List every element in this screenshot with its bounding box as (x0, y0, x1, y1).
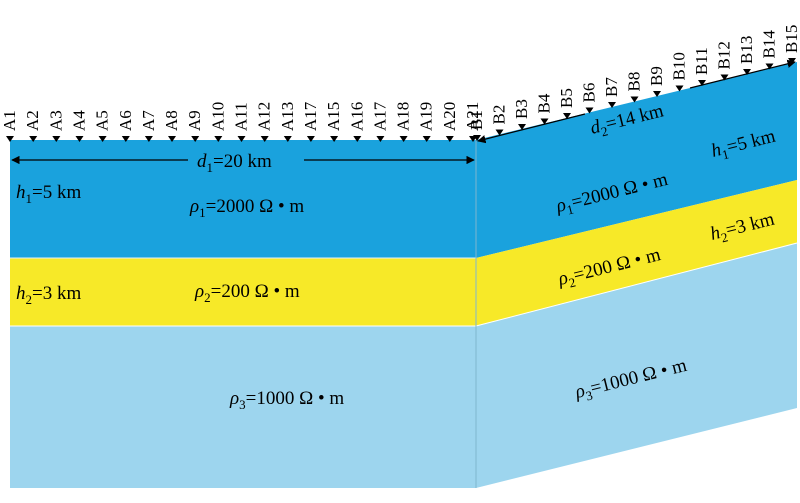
station-label-a-6: A6 (116, 110, 135, 131)
station-marker-a-11 (237, 136, 246, 142)
station-marker-a-20 (445, 136, 454, 142)
station-label-b-1: B1 (467, 110, 486, 130)
station-marker-b-10 (675, 85, 684, 92)
station-marker-a-14 (306, 136, 315, 142)
station-label-b-9: B9 (647, 66, 666, 86)
station-marker-a-7 (144, 136, 153, 142)
station-label-b-6: B6 (580, 83, 599, 103)
station-label-b-15: B15 (782, 25, 800, 53)
station-marker-a-16 (353, 136, 362, 142)
station-label-b-2: B2 (490, 105, 509, 125)
left-rho2-label: ρ2=200 Ω • m (194, 281, 300, 305)
station-label-a-20: A20 (440, 102, 459, 131)
station-marker-b-3 (518, 124, 526, 130)
station-marker-a-9 (191, 136, 200, 142)
station-label-b-10: B10 (670, 52, 689, 80)
left-rho1-label: ρ1=2000 Ω • m (189, 196, 304, 220)
station-label-a-5: A5 (93, 110, 112, 131)
station-label-a-1: A1 (0, 110, 19, 131)
right-layer-3 (476, 243, 797, 488)
station-marker-b-4 (540, 118, 549, 125)
station-marker-b-6 (585, 107, 594, 114)
station-marker-b-11 (698, 80, 706, 86)
right-block (475, 62, 798, 488)
stations-a-group: A1 A2 A3 A4 A5 A6 A7 A8 A9 A10 A11 A12 A13 A17 A15 A16 A… (0, 101, 482, 142)
right-layer-boundary-2 (475, 242, 798, 327)
station-marker-a-15 (330, 136, 339, 142)
station-label-a-8: A8 (162, 110, 181, 131)
station-label-b-3: B3 (512, 99, 531, 119)
station-label-b-13: B13 (737, 36, 756, 64)
station-marker-a-6 (121, 136, 130, 142)
station-label-a-4: A4 (70, 110, 89, 131)
station-label-a-14: A17 (301, 101, 320, 131)
station-label-a-19: A19 (417, 102, 436, 131)
station-marker-b-7 (608, 102, 616, 108)
station-marker-a-3 (52, 136, 61, 142)
station-label-b-14: B14 (760, 30, 779, 59)
station-label-a-21: A21 (463, 102, 482, 131)
station-marker-a-13 (283, 136, 292, 142)
station-marker-a-10 (214, 136, 223, 142)
left-layer-2 (10, 258, 476, 326)
station-label-b-11: B11 (692, 47, 711, 75)
left-h2-label: h2=3 km (16, 283, 81, 307)
station-marker-a-2 (29, 136, 38, 142)
station-label-a-3: A3 (46, 110, 65, 131)
station-label-b-7: B7 (602, 77, 621, 97)
station-label-a-9: A9 (185, 110, 204, 131)
stations-b-group: B1 B2 B3 B4 B5 B6 B7 B8 B9 B10 B11 B12 B13 B14 B15 (467, 25, 800, 141)
station-marker-a-1 (6, 136, 14, 142)
station-label-a-15: A15 (324, 102, 343, 131)
station-label-a-12: A12 (255, 102, 274, 131)
d2-arrow-left (477, 113, 586, 144)
station-label-a-16: A16 (347, 102, 366, 131)
d2-arrow-right (689, 59, 796, 89)
left-d1-label: d1=20 km (197, 151, 272, 175)
station-marker-b-14 (765, 63, 774, 70)
station-marker-a-12 (260, 136, 269, 142)
station-marker-a-19 (422, 136, 431, 142)
station-marker-b-8 (630, 96, 639, 103)
right-h1-label: h1=5 km (709, 126, 778, 165)
station-label-b-5: B5 (557, 88, 576, 108)
right-layer-2 (476, 180, 797, 326)
station-label-a-18: A18 (394, 102, 413, 131)
station-label-a-13: A13 (278, 102, 297, 131)
station-marker-a-8 (168, 136, 176, 142)
station-marker-b-5 (563, 113, 571, 119)
station-marker-a-5 (98, 136, 107, 142)
station-label-a-7: A7 (139, 110, 158, 131)
station-label-a-11: A11 (232, 102, 251, 131)
left-rho3-label: ρ3=1000 Ω • m (229, 388, 344, 412)
station-marker-b-12 (720, 74, 729, 81)
station-label-a-2: A2 (23, 110, 42, 131)
station-marker-a-18 (399, 136, 408, 142)
left-layer-3 (10, 326, 476, 488)
station-label-b-12: B12 (715, 41, 734, 69)
station-marker-b-9 (653, 91, 661, 97)
station-marker-a-17 (376, 136, 385, 142)
left-h1-label: h1=5 km (16, 182, 81, 206)
station-label-a-17: A17 (370, 101, 389, 131)
station-marker-b-2 (495, 129, 504, 136)
station-label-a-10: A10 (208, 102, 227, 131)
station-label-b-8: B8 (625, 72, 644, 92)
right-layer-1 (476, 62, 797, 258)
station-marker-b-13 (743, 69, 751, 75)
station-marker-a-4 (75, 136, 84, 142)
station-label-b-4: B4 (535, 93, 554, 113)
